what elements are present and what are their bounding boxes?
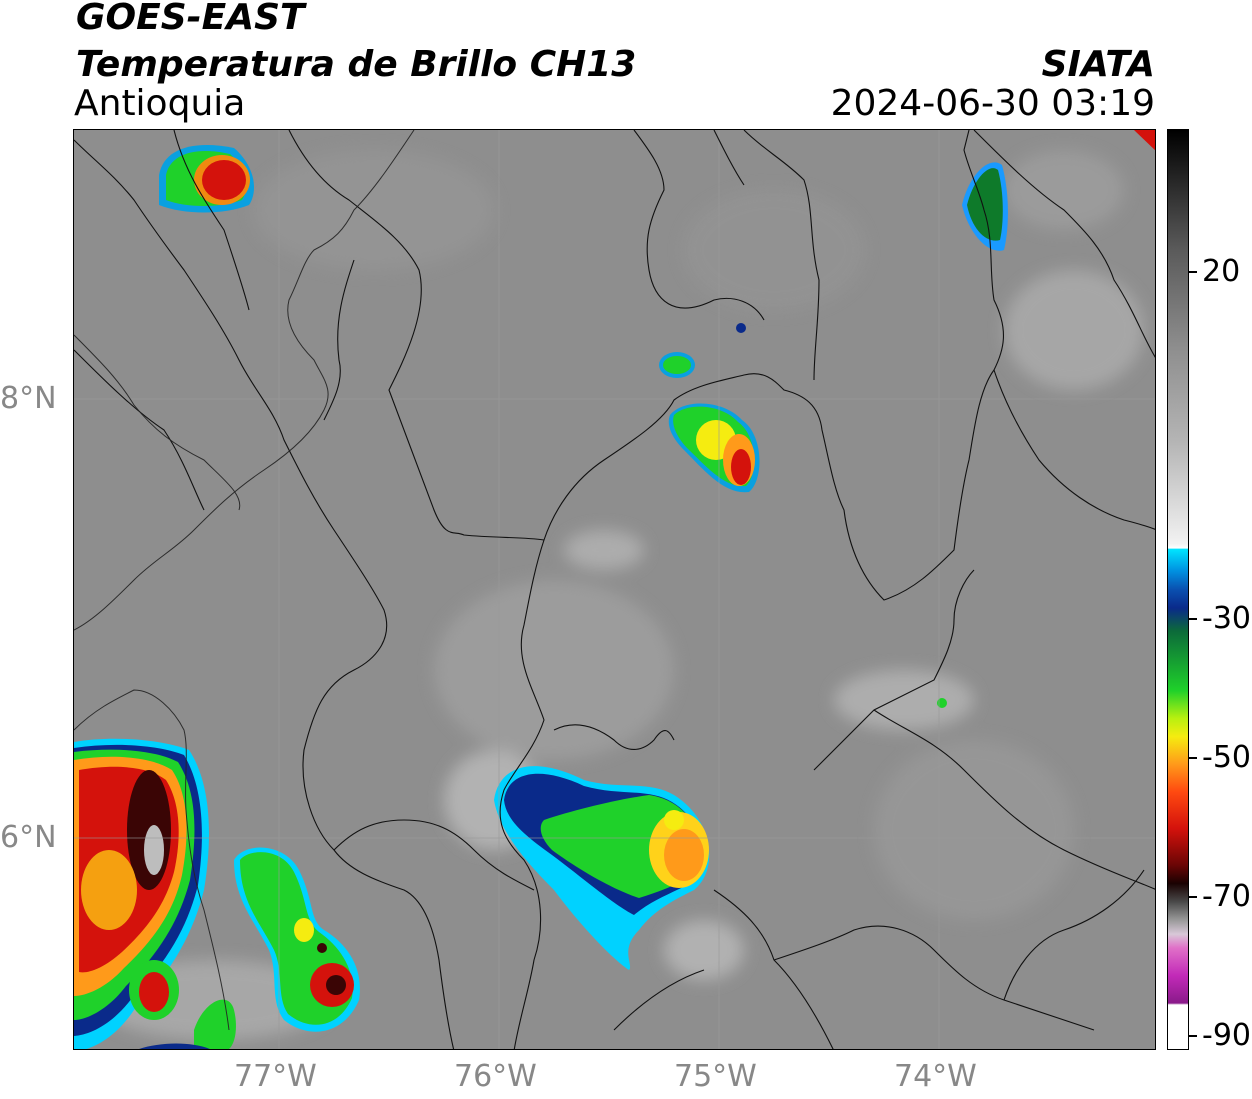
lon-tick-75w: 75°W <box>674 1059 757 1094</box>
cbar-label-neg30: -30 <box>1202 601 1251 636</box>
region-label: Antioquia <box>74 83 246 124</box>
satellite-title: GOES-EAST <box>76 0 305 38</box>
product-title: Temperatura de Brillo CH13 <box>76 44 637 85</box>
cbar-label-20: 20 <box>1202 254 1241 289</box>
lon-tick-77w: 77°W <box>234 1059 317 1094</box>
cbar-label-neg50: -50 <box>1202 740 1251 775</box>
storm-cell-north-antioquia <box>668 403 760 493</box>
lat-tick-6n: 6°N <box>0 820 57 855</box>
organization-label: SIATA <box>1041 44 1155 85</box>
cbar-tick-neg50 <box>1189 757 1197 759</box>
storm-cell-central <box>494 766 710 970</box>
coastlines <box>74 130 415 1031</box>
storm-cell-southwest <box>74 738 236 1049</box>
cbar-tick-neg90 <box>1189 1035 1197 1037</box>
map-canvas <box>74 130 1155 1049</box>
colorbar <box>1167 129 1189 1050</box>
cbar-tick-neg30 <box>1189 618 1197 620</box>
lon-tick-74w: 74°W <box>894 1059 977 1094</box>
lat-tick-8n: 8°N <box>0 381 57 416</box>
datetime-label: 2024-06-30 03:19 <box>830 83 1155 124</box>
storm-cell-northwest <box>159 145 254 213</box>
satellite-map[interactable] <box>73 129 1156 1050</box>
lon-tick-76w: 76°W <box>454 1059 537 1094</box>
political-boundaries <box>74 130 1155 1049</box>
storm-cell-south <box>234 847 360 1032</box>
cbar-tick-20 <box>1189 271 1197 273</box>
cbar-tick-neg70 <box>1189 896 1197 898</box>
graticule <box>74 130 1155 1049</box>
cbar-label-neg70: -70 <box>1202 879 1251 914</box>
convective-cells <box>74 130 1155 1049</box>
cbar-label-neg90: -90 <box>1202 1018 1251 1053</box>
